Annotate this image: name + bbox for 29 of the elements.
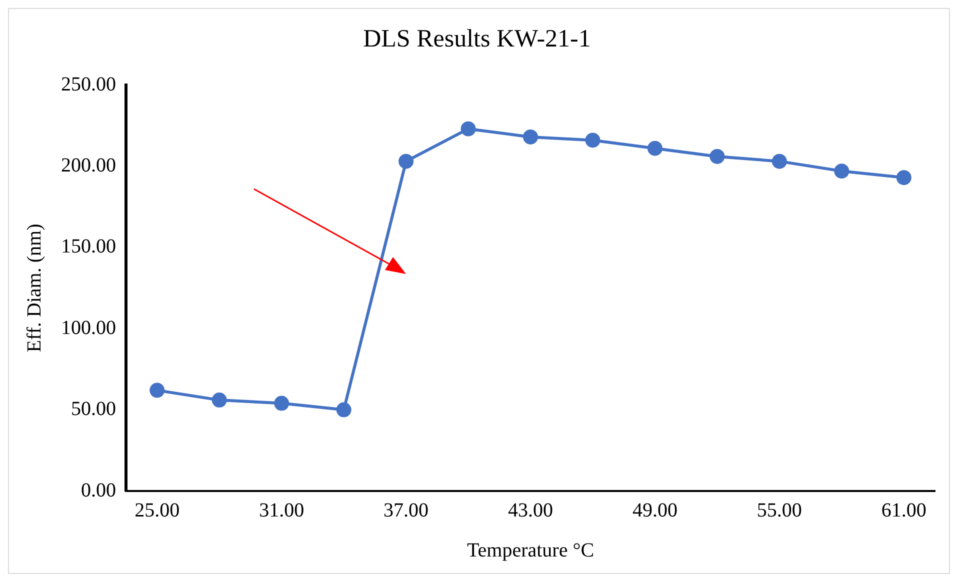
point (212, 392, 227, 408)
chart-title: DLS Results KW-21-1 (363, 26, 591, 53)
point (647, 140, 662, 156)
x-tick-label: 25.00 (134, 499, 180, 522)
y-tick-label: 200.00 (61, 154, 116, 176)
x-tick-label: 61.00 (881, 499, 926, 522)
x-tick-label: 37.00 (384, 499, 429, 522)
x-tick-label: 43.00 (508, 499, 553, 522)
point (710, 148, 725, 164)
point (460, 121, 476, 136)
x-tick-label: 55.00 (756, 499, 802, 522)
point (834, 164, 850, 179)
point (585, 132, 600, 148)
y-tick-label: 150.00 (61, 236, 116, 258)
y-tick-label: 250.00 (61, 73, 116, 96)
x-axis-title: Temperature °C (466, 539, 594, 562)
point (523, 129, 538, 144)
point (150, 382, 165, 398)
y-axis-title: Eff. Diam. (nm) (23, 224, 46, 352)
point (772, 154, 787, 169)
x-tick-label: 31.00 (259, 499, 304, 522)
y-tick-label: 0.00 (81, 479, 116, 502)
x-tick-label: 49.00 (632, 499, 678, 522)
y-tick-label: 100.00 (61, 316, 116, 339)
point (274, 396, 290, 411)
y-tick-label: 50.00 (71, 398, 116, 420)
point (896, 170, 912, 186)
point (398, 154, 414, 169)
point (336, 402, 352, 418)
